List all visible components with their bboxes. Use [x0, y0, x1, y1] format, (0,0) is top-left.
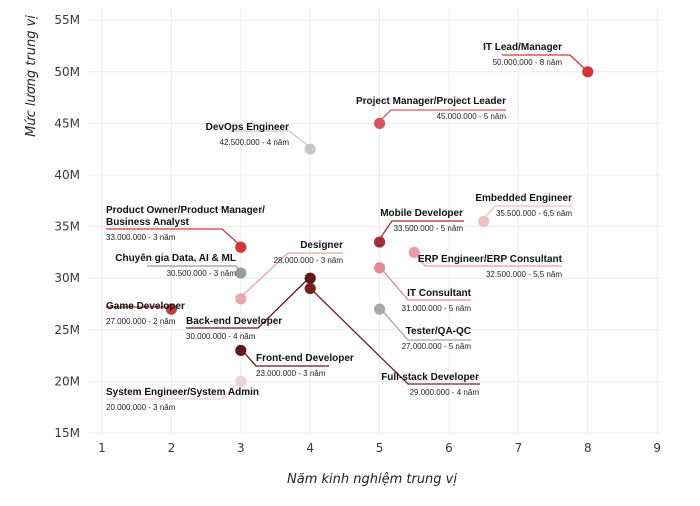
tick-layer: 1 2 3 4 5 6 7 8 9 15M 20M 25M 30M 35M 40M 45M 50M 55M — [54, 13, 661, 455]
point-detail: 50.000.000 - 8 năm — [493, 58, 563, 67]
point-label: Front-end Developer — [256, 353, 354, 364]
leader-line — [378, 109, 506, 123]
leader-line — [378, 265, 471, 301]
point-detail: 30.500.000 - 3 năm — [167, 269, 237, 278]
data-point — [304, 282, 316, 295]
leader-line — [309, 287, 480, 385]
data-point — [478, 215, 490, 228]
data-point — [235, 241, 247, 253]
point-detail: 45.000.000 - 5 năm — [437, 112, 507, 121]
leader-line — [229, 130, 311, 148]
leader-line — [378, 220, 464, 241]
point-label: IT Consultant — [407, 288, 472, 299]
point-label: Back-end Developer — [186, 316, 282, 327]
x-tick-label: 3 — [237, 441, 245, 455]
point-label-line2: Business Analyst — [106, 217, 190, 228]
point-detail: 27.000.000 - 5 năm — [402, 342, 472, 351]
leader-line — [240, 252, 343, 298]
point-detail: 32.500.000 - 5,5 năm — [486, 270, 562, 279]
data-point — [582, 66, 594, 78]
point-detail: 33.000.000 - 3 năm — [106, 233, 176, 242]
point-label: Project Manager/Project Leader — [356, 96, 506, 107]
y-tick-label: 15M — [54, 426, 80, 440]
x-tick-label: 9 — [653, 441, 661, 455]
x-tick-label: 6 — [445, 441, 453, 455]
data-point — [304, 272, 316, 284]
point-detail: 42.500.000 - 4 năm — [220, 138, 290, 147]
leader-line — [240, 348, 329, 367]
leader-line — [482, 205, 572, 220]
point-detail: 23.000.000 - 3 năm — [256, 369, 326, 378]
point-label: DevOps Engineer — [206, 122, 289, 133]
x-tick-label: 4 — [306, 441, 314, 455]
y-tick-label: 45M — [54, 116, 80, 130]
point-detail: 29.000.000 - 4 năm — [410, 388, 480, 397]
leader-line — [106, 228, 242, 247]
y-tick-label: 25M — [54, 323, 80, 337]
point-detail: 30.000.000 - 4 năm — [186, 332, 256, 341]
data-point — [235, 293, 247, 305]
data-point — [374, 262, 386, 274]
point-label: Game Developer — [106, 301, 185, 312]
data-point — [408, 246, 420, 258]
x-tick-label: 1 — [98, 441, 106, 455]
point-label: Embedded Engineer — [475, 193, 572, 204]
data-point — [235, 267, 247, 279]
point-label: Tester/QA-QC — [406, 326, 471, 337]
y-tick-label: 30M — [54, 271, 80, 285]
data-point — [374, 303, 386, 315]
data-point — [235, 344, 247, 357]
point-label: Designer — [300, 240, 343, 251]
point-label: Chuyên gia Data, AI & ML — [115, 253, 236, 264]
x-tick-label: 2 — [168, 441, 176, 455]
leader-line — [378, 306, 471, 341]
point-label: IT Lead/Manager — [483, 42, 562, 53]
point-label: System Engineer/System Admin — [106, 387, 259, 398]
point-detail: 35.500.000 - 6,5 năm — [496, 209, 572, 218]
leader-layer — [106, 54, 588, 400]
data-point — [235, 375, 247, 387]
data-point — [374, 236, 386, 248]
x-axis-title: Năm kinh nghiệm trung vị — [287, 472, 457, 487]
data-point — [374, 117, 386, 129]
point-detail: 27.000.000 - 2 năm — [106, 317, 176, 326]
y-tick-label: 55M — [54, 13, 80, 27]
point-detail: 20.000.000 - 3 năm — [106, 403, 176, 412]
point-detail: 33.500.000 - 5 năm — [394, 224, 464, 233]
point-label: Mobile Developer — [380, 208, 463, 219]
point-layer — [165, 66, 594, 387]
leader-line — [502, 54, 588, 72]
grid-layer — [88, 8, 662, 435]
point-label: ERP Engineer/ERP Consultant — [418, 254, 563, 265]
data-point — [304, 143, 316, 155]
point-detail: 31.000.000 - 5 năm — [402, 304, 472, 313]
point-label: Full-stack Developer — [381, 372, 479, 383]
point-label: Product Owner/Product Manager/ — [106, 205, 265, 216]
y-tick-label: 50M — [54, 65, 80, 79]
point-detail: 28.000.000 - 3 năm — [274, 256, 344, 265]
x-tick-label: 5 — [376, 441, 384, 455]
x-tick-label: 7 — [515, 441, 523, 455]
y-tick-label: 40M — [54, 168, 80, 182]
label-layer: IT Lead/Manager 50.000.000 - 8 năm Project… — [106, 42, 572, 412]
leader-line — [106, 379, 242, 400]
leader-line — [186, 276, 311, 329]
y-tick-label: 35M — [54, 220, 80, 234]
y-tick-label: 20M — [54, 374, 80, 388]
data-point — [165, 303, 177, 315]
y-axis-title: Mức lương trung vị — [24, 15, 39, 137]
x-tick-label: 8 — [584, 441, 592, 455]
